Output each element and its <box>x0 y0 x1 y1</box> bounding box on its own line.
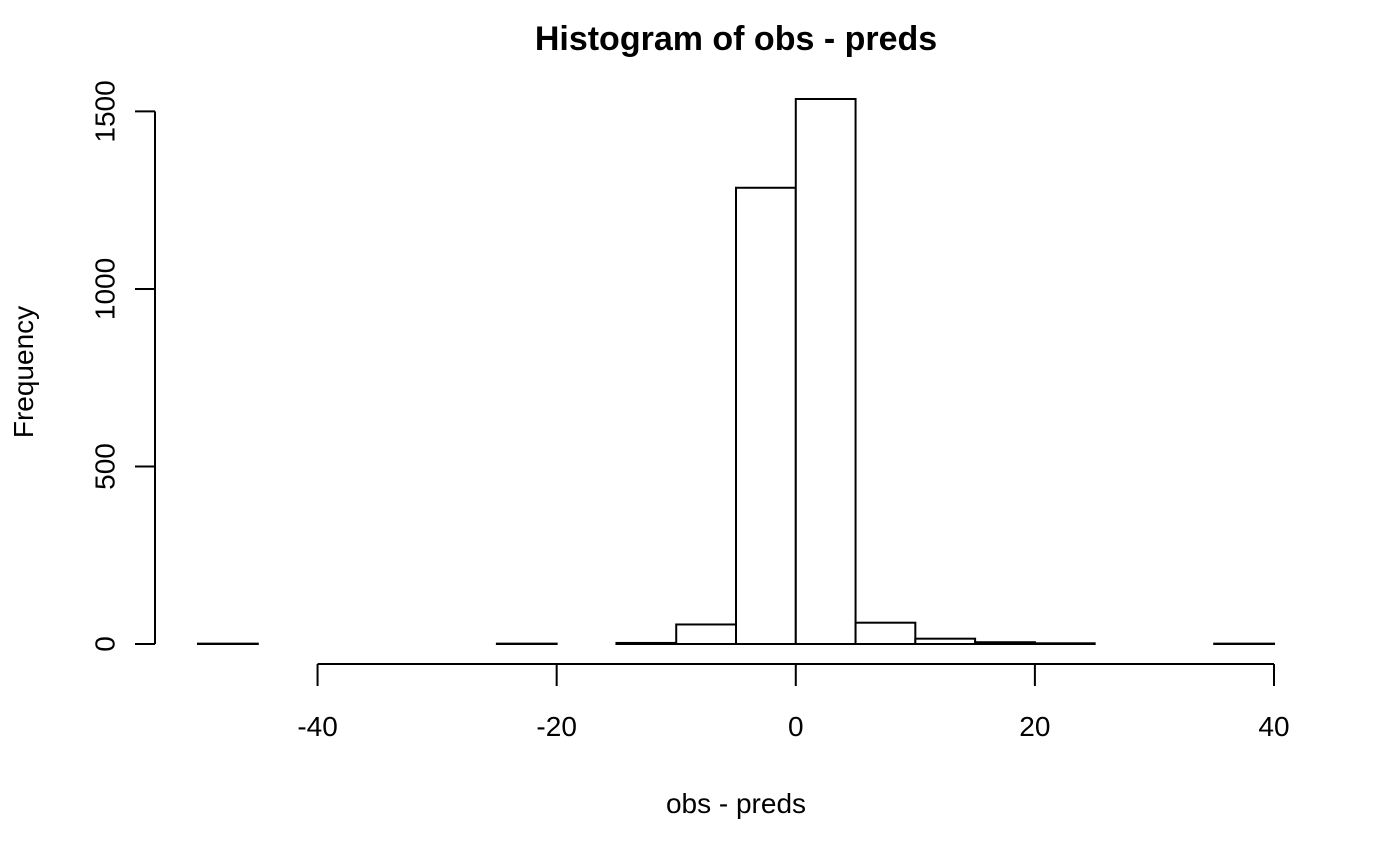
y-axis-label: Frequency <box>8 306 39 438</box>
x-tick-label: -40 <box>297 711 337 742</box>
bars-group <box>198 99 1274 644</box>
histogram-bar <box>975 642 1035 644</box>
histogram-bar <box>856 623 916 644</box>
histogram-bar <box>915 639 975 644</box>
x-tick-label: 20 <box>1019 711 1050 742</box>
x-tick-label: -20 <box>536 711 576 742</box>
histogram-bar <box>736 188 796 644</box>
y-tick-label: 500 <box>89 443 120 490</box>
chart-title: Histogram of obs - preds <box>535 20 937 58</box>
histogram-bar <box>616 643 676 644</box>
y-tick-label: 1500 <box>89 80 120 142</box>
x-tick-label: 40 <box>1258 711 1289 742</box>
y-axis: 0 500 1000 1500 <box>89 80 155 652</box>
y-tick-label: 1000 <box>89 258 120 320</box>
x-axis-label: obs - preds <box>666 788 806 819</box>
histogram-bar <box>676 624 736 644</box>
histogram-bar <box>1035 643 1095 644</box>
x-tick-label: 0 <box>788 711 804 742</box>
x-axis: -40 -20 0 20 40 <box>297 664 1289 742</box>
histogram-bar <box>796 99 856 644</box>
y-tick-label: 0 <box>89 636 120 652</box>
